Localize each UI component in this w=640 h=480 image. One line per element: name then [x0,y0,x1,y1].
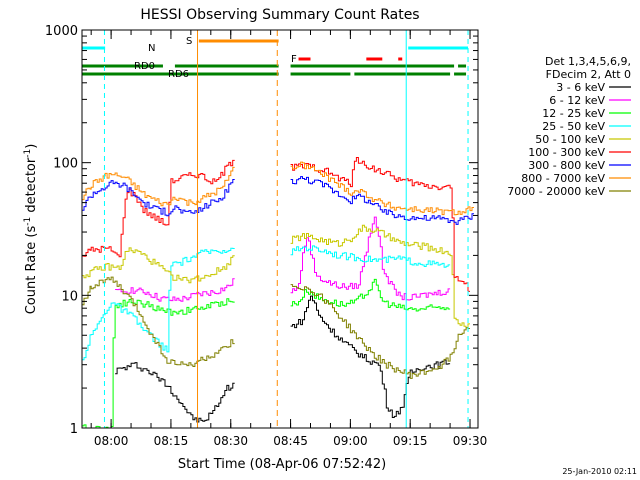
footer-date: 25-Jan-2010 02:11 [562,467,637,476]
legend-label: 300 - 800 keV [528,159,605,172]
series-line-800-7000-kev [82,166,235,207]
chart-title: HESSI Observing Summary Count Rates [140,7,419,23]
plot-frame [81,29,479,429]
legend: Det 1,3,4,5,6,9,FDecim 2, Att 03 - 6 keV… [507,55,631,198]
legend-label: 50 - 100 keV [535,133,605,146]
legend-header-line: FDecim 2, Att 0 [546,68,631,81]
series-line-7000-20000-kev [290,284,470,379]
y-tick-label: 1 [70,422,78,437]
y-axis-label: Count Rate (s-1 detector-1) [23,144,39,315]
flare-flag-label: F [291,54,297,65]
series-line-800-7000-kev [290,161,474,216]
x-axis-label: Start Time (08-Apr-06 07:52:42) [178,457,386,472]
series-line-3-6-kev [115,362,235,423]
legend-label: 800 - 7000 keV [521,172,605,185]
rd6-flag-label: RD6 [168,69,189,80]
vertical-markers [103,30,469,428]
series-line-7000-20000-kev [82,276,235,367]
x-tick-label: 08:00 [94,434,129,448]
axes: 1 10 100 1000 08:00 08:15 08:30 08:45 09:00 09:15… [45,24,487,448]
legend-header-line: Det 1,3,4,5,6,9, [545,55,631,68]
night-flag-label: N [148,43,155,54]
y-tick-label: 10 [61,289,78,304]
series-line-25-50-kev [82,247,235,361]
series-line-50-100-kev [290,224,470,329]
legend-label: 100 - 300 keV [528,146,605,159]
y-tick-label: 1000 [45,24,78,39]
series-line-6-12-kev [115,278,235,302]
y-tick-label: 100 [53,157,78,172]
series-line-25-50-kev [290,245,451,268]
x-tick-label: 09:15 [393,434,428,448]
x-tick-label: 09:30 [453,434,488,448]
series-line-300-800-kev [82,179,235,217]
rd0-flag-label: RD0 [134,61,155,72]
saa-flag-label: S [186,36,192,47]
series-line-6-12-kev [290,216,451,301]
legend-label: 6 - 12 keV [549,94,605,107]
series-line-300-800-kev [290,176,474,225]
legend-label: 3 - 6 keV [556,81,605,94]
x-tick-label: 08:30 [213,434,248,448]
legend-label: 25 - 50 keV [542,120,605,133]
series-line-12-25-kev [82,298,235,429]
series-line-100-300-kev [82,159,235,258]
x-tick-label: 08:15 [154,434,189,448]
series-line-50-100-kev [82,247,235,284]
legend-label: 7000 - 20000 keV [507,185,605,198]
x-tick-label: 09:00 [333,434,368,448]
series-group [82,157,474,429]
legend-label: 12 - 25 keV [542,107,605,120]
x-tick-label: 08:45 [273,434,308,448]
status-flags: N S F RD0 RD6 [82,36,469,80]
series-line-12-25-kev [290,278,451,312]
